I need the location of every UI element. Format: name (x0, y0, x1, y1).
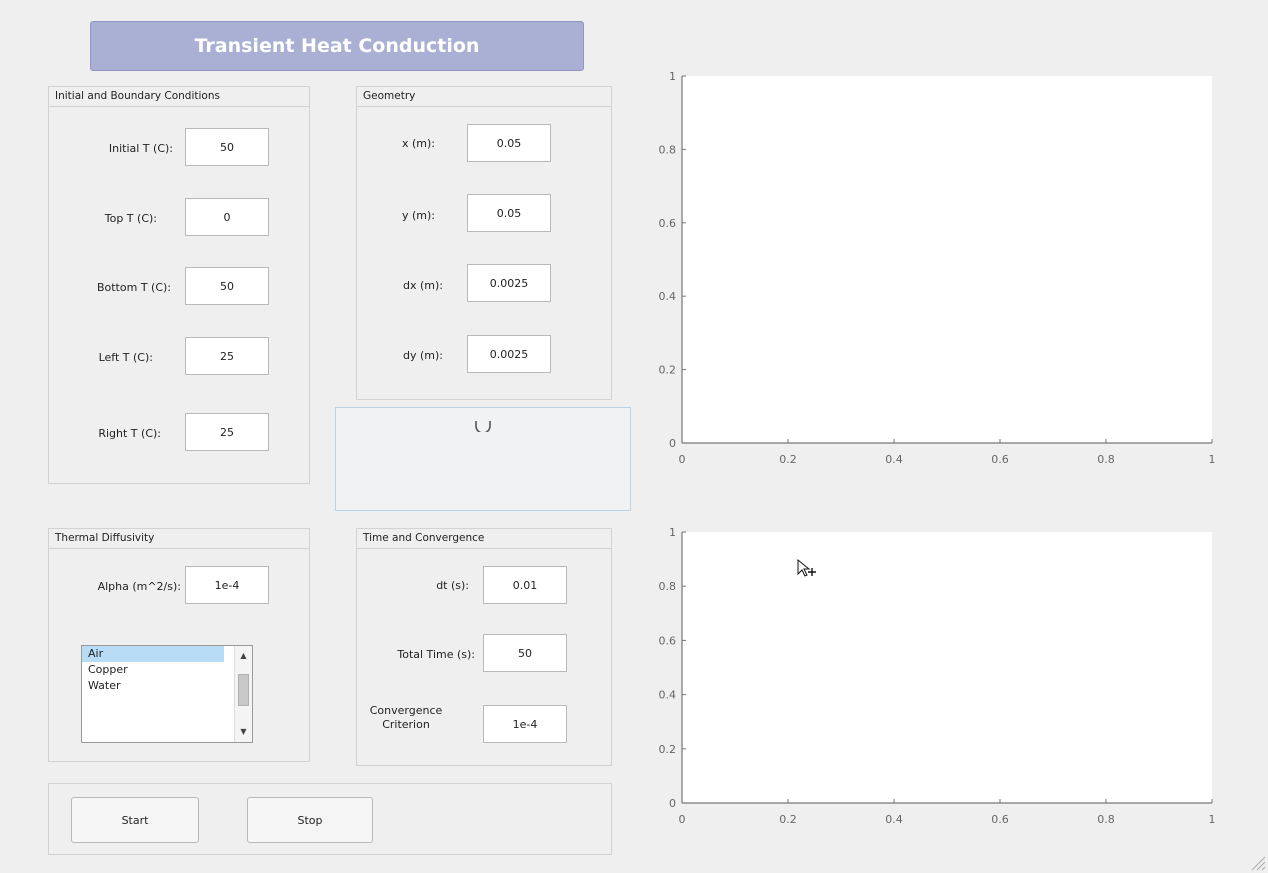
time-convergence-panel: Time and Convergence dt (s): 0.01 Total … (356, 528, 612, 766)
top-temp-input[interactable]: 0 (185, 198, 269, 236)
y-length-label: y (m): (401, 209, 435, 222)
bottom-temp-label: Bottom T (C): (96, 281, 171, 294)
dt-label: dt (s): (436, 579, 469, 592)
temperature-plot-top[interactable]: 0 0.2 0.4 0.6 0.8 1 0 0.2 0.4 0.6 0.8 1 (640, 66, 1240, 478)
x-length-label: x (m): (401, 137, 435, 150)
convergence-criterion-label: Convergence Criterion (369, 704, 443, 731)
scroll-thumb[interactable] (238, 674, 249, 706)
bottom-temp-input[interactable]: 50 (185, 267, 269, 305)
top-plot-x-tick-label: 0 (679, 453, 686, 466)
total-time-label: Total Time (s): (397, 648, 475, 661)
convergence-criterion-input[interactable]: 1e-4 (483, 705, 567, 743)
total-time-input[interactable]: 50 (483, 634, 567, 672)
scroll-up-icon[interactable]: ▲ (240, 651, 247, 660)
top-plot-y-tick-label: 0.6 (659, 217, 677, 230)
bottom-plot-x-tick-label: 0.8 (1097, 813, 1115, 826)
scroll-down-icon[interactable]: ▼ (240, 727, 247, 736)
dx-input[interactable]: 0.0025 (467, 264, 551, 302)
left-temp-label: Left T (C): (98, 351, 153, 364)
top-plot-x-tick-label: 1 (1209, 453, 1216, 466)
dy-input[interactable]: 0.0025 (467, 335, 551, 373)
bottom-plot-y-tick-label: 0.6 (659, 634, 677, 647)
alpha-label: Alpha (m^2/s): (97, 580, 181, 593)
bottom-plot-x-tick-label: 0.2 (779, 813, 797, 826)
busy-spinner-icon (475, 421, 491, 432)
bottom-plot-plot-area (682, 532, 1212, 803)
top-plot-y-tick-label: 0.2 (659, 364, 677, 377)
resize-grip-icon[interactable] (1248, 853, 1266, 871)
top-plot-y-tick-label: 0 (669, 437, 676, 450)
top-plot-x-tick-label: 0.2 (779, 453, 797, 466)
dy-label: dy (m): (403, 349, 443, 362)
boundary-conditions-panel: Initial and Boundary Conditions Initial … (48, 86, 310, 484)
bottom-plot-y-tick-label: 1 (669, 526, 676, 539)
dt-input[interactable]: 0.01 (483, 566, 567, 604)
boundary-conditions-title: Initial and Boundary Conditions (49, 87, 309, 107)
bottom-plot-y-tick-label: 0.8 (659, 580, 677, 593)
initial-temp-label: Initial T (C): (108, 142, 173, 155)
dx-label: dx (m): (403, 279, 443, 292)
material-listbox[interactable]: Air Copper Water ▲ ▼ (81, 645, 253, 743)
top-temp-label: Top T (C): (104, 212, 157, 225)
top-plot-y-tick-label: 0.4 (659, 290, 677, 303)
thermal-diffusivity-panel: Thermal Diffusivity Alpha (m^2/s): 1e-4 … (48, 528, 310, 762)
top-plot-x-tick-label: 0.4 (885, 453, 903, 466)
list-item-air[interactable]: Air (82, 646, 224, 662)
geometry-panel: Geometry x (m): 0.05 y (m): 0.05 dx (m):… (356, 86, 612, 400)
top-plot-x-tick-label: 0.8 (1097, 453, 1115, 466)
bottom-plot-x-tick-label: 0.6 (991, 813, 1009, 826)
time-convergence-title: Time and Convergence (357, 529, 611, 549)
list-item-water[interactable]: Water (88, 679, 121, 692)
bottom-plot-y-tick-label: 0 (669, 797, 676, 810)
x-length-input[interactable]: 0.05 (467, 124, 551, 162)
list-item-copper[interactable]: Copper (88, 663, 128, 676)
app-title-banner: Transient Heat Conduction (90, 21, 584, 71)
y-length-input[interactable]: 0.05 (467, 194, 551, 232)
controls-panel: Start Stop (48, 783, 612, 855)
geometry-title: Geometry (357, 87, 611, 107)
right-temp-label: Right T (C): (98, 427, 161, 440)
top-plot-y-tick-label: 1 (669, 70, 676, 83)
alpha-input[interactable]: 1e-4 (185, 566, 269, 604)
top-plot-plot-area (682, 76, 1212, 443)
status-box (335, 407, 631, 511)
stop-button[interactable]: Stop (247, 797, 373, 843)
left-temp-input[interactable]: 25 (185, 337, 269, 375)
material-list-scrollbar[interactable]: ▲ ▼ (234, 646, 252, 742)
thermal-diffusivity-title: Thermal Diffusivity (49, 529, 309, 549)
bottom-plot-x-tick-label: 0 (679, 813, 686, 826)
bottom-plot-x-tick-label: 1 (1209, 813, 1216, 826)
bottom-plot-y-tick-label: 0.4 (659, 689, 677, 702)
top-plot-y-tick-label: 0.8 (659, 143, 677, 156)
right-temp-input[interactable]: 25 (185, 413, 269, 451)
bottom-plot-x-tick-label: 0.4 (885, 813, 903, 826)
initial-temp-input[interactable]: 50 (185, 128, 269, 166)
start-button[interactable]: Start (71, 797, 199, 843)
temperature-plot-bottom[interactable]: 0 0.2 0.4 0.6 0.8 1 0 0.2 0.4 0.6 0.8 1 (640, 522, 1240, 838)
bottom-plot-y-tick-label: 0.2 (659, 743, 677, 756)
move-cursor-icon (797, 558, 816, 577)
top-plot-x-tick-label: 0.6 (991, 453, 1009, 466)
